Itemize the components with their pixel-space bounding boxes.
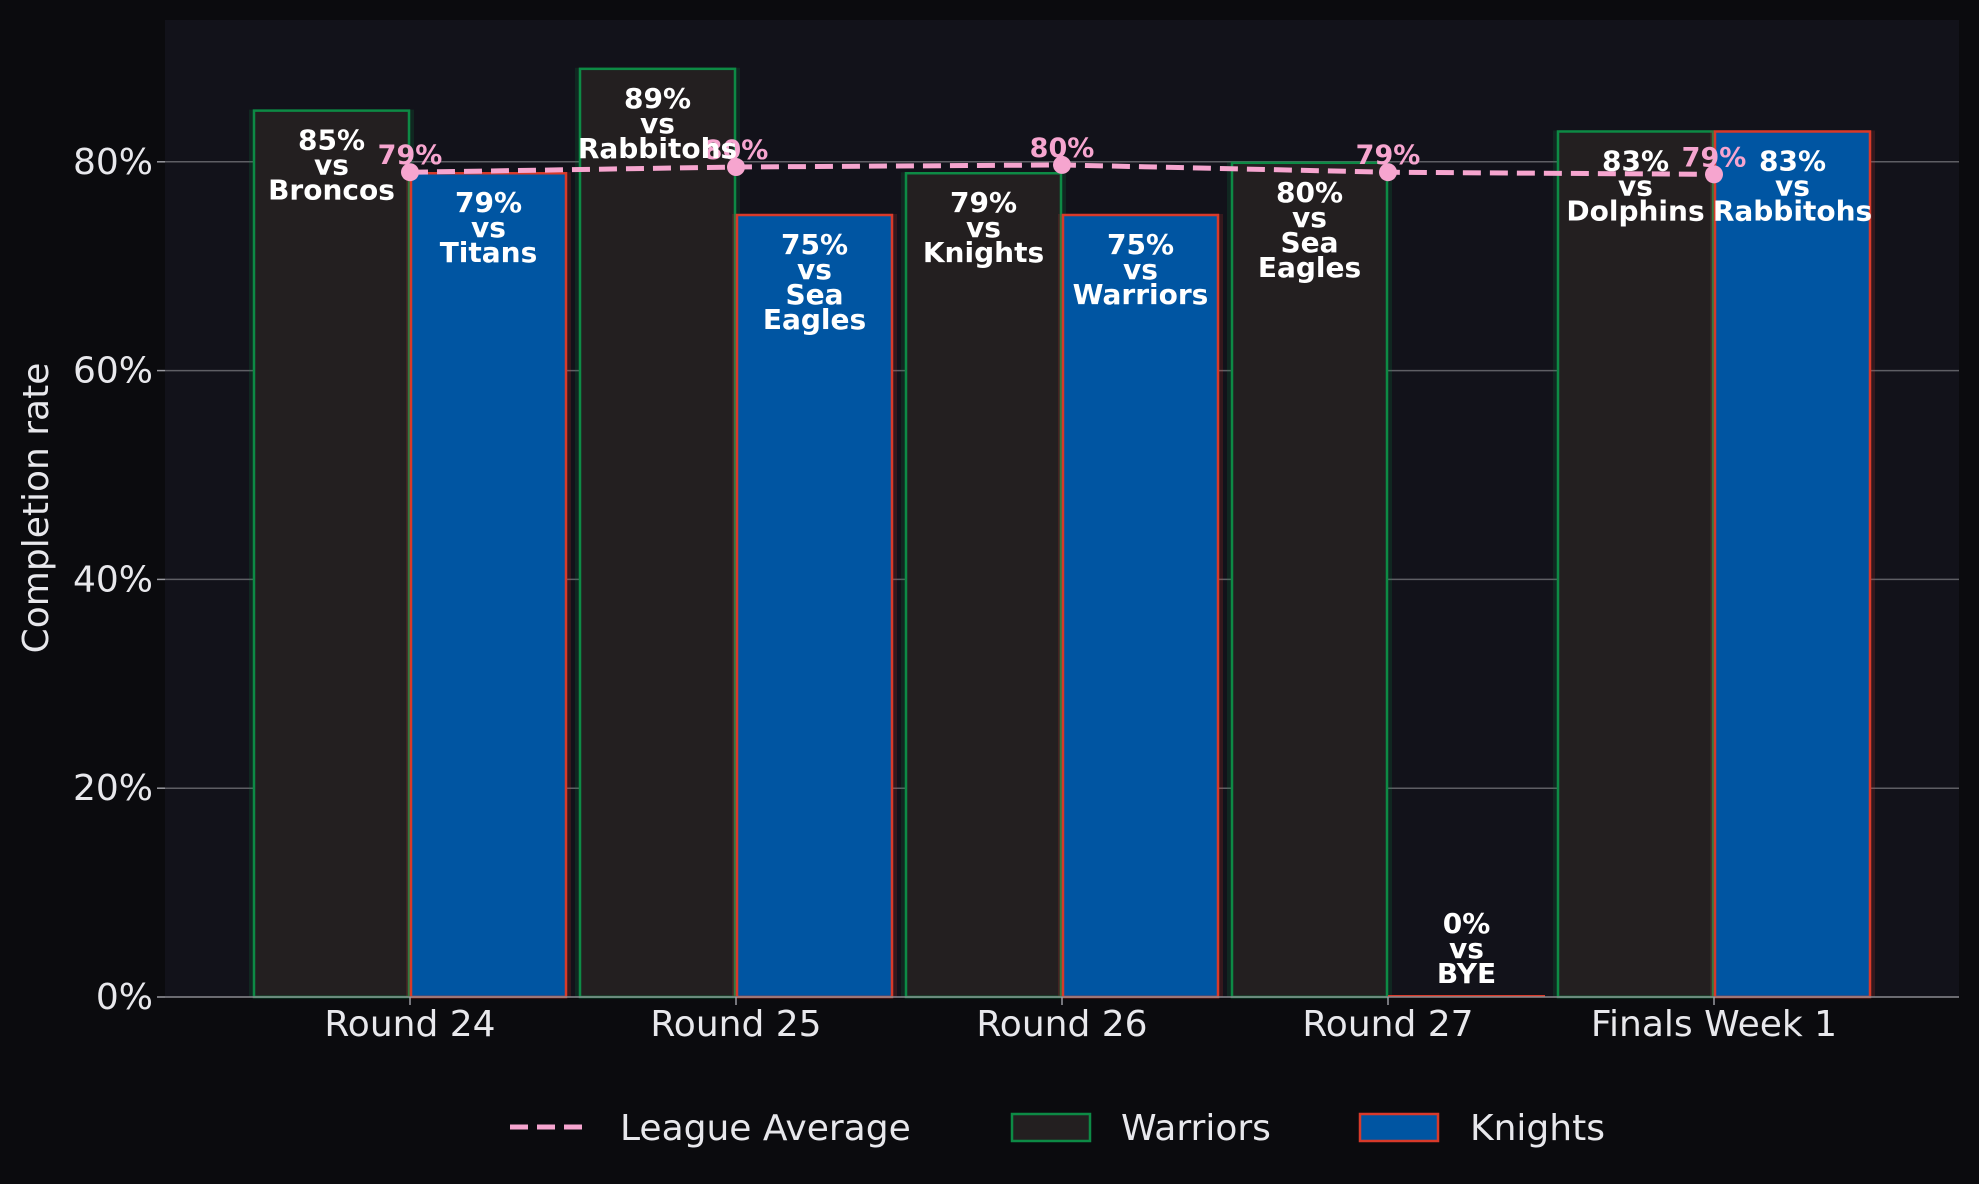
x-axis-ticks: Round 24 Round 25 Round 26 Round 27 Finals W… — [324, 997, 1837, 1045]
league-average-label: 79% — [378, 140, 443, 171]
bar-label-warriors: Knights — [923, 236, 1044, 269]
bar-label-knights: Warriors — [1073, 278, 1209, 311]
bar-warriors — [578, 67, 737, 999]
bar-label-warriors: 80% — [1276, 176, 1343, 209]
league-average-label: 79% — [1356, 140, 1421, 171]
bar-label-warriors: 83% — [1602, 144, 1669, 177]
y-axis-ticks: 0% 20% 40% 60% 80% — [73, 142, 165, 1018]
bar-knights — [735, 213, 894, 999]
bar-label-knights: Eagles — [763, 303, 866, 336]
y-tick-label: 40% — [73, 559, 153, 600]
bar-label-knights: Titans — [440, 236, 538, 269]
bar-label-warriors: 89% — [624, 82, 691, 115]
y-axis-label: Completion rate — [16, 363, 57, 654]
bar-label-knights: vs — [471, 211, 506, 244]
league-average-label: 80% — [704, 135, 769, 166]
bar-label-warriors: vs — [1292, 201, 1327, 234]
bar-label-warriors: vs — [1618, 169, 1653, 202]
bar-label-knights: 75% — [781, 228, 848, 261]
bar-label-warriors: 85% — [298, 124, 365, 157]
y-tick-label: 60% — [73, 351, 153, 392]
bar-labels: 85%vsBroncos89%vsRabbitohs79%vsKnights80… — [268, 82, 1872, 990]
y-tick-label: 0% — [96, 977, 153, 1018]
bar-label-warriors: 79% — [950, 186, 1017, 219]
bar-label-warriors: Broncos — [268, 174, 395, 207]
league-average-point — [1379, 163, 1397, 182]
league-average-point — [401, 163, 419, 182]
bar-label-knights: Sea — [785, 278, 843, 311]
bar-label-warriors: vs — [314, 149, 349, 182]
bar-knights — [1713, 130, 1872, 999]
y-tick-label: 20% — [73, 768, 153, 809]
bar-knights — [1061, 213, 1220, 999]
bar-label-knights: BYE — [1437, 957, 1496, 990]
bar-label-knights: 75% — [1107, 228, 1174, 261]
legend-label-league-average: League Average — [620, 1108, 911, 1149]
legend-swatch-knights — [1358, 1112, 1440, 1143]
x-tick-label: Round 27 — [1302, 1004, 1473, 1045]
league-average-point — [727, 158, 745, 177]
bar-label-knights: vs — [1775, 169, 1810, 202]
bar-label-knights: 0% — [1443, 907, 1491, 940]
x-tick-label: Finals Week 1 — [1591, 1004, 1837, 1045]
legend-swatch-warriors — [1010, 1112, 1092, 1143]
league-average-label: 79% — [1682, 142, 1747, 173]
legend-label-warriors: Warriors — [1121, 1108, 1271, 1149]
y-tick-label: 80% — [73, 142, 153, 183]
legend-label-knights: Knights — [1470, 1108, 1605, 1149]
bar-knights — [409, 171, 568, 999]
x-tick-label: Round 26 — [976, 1004, 1147, 1045]
bar-warriors — [252, 109, 411, 999]
bar-label-knights: vs — [1449, 932, 1484, 965]
league-average-line: 79% 80% 80% 79% 79% — [378, 133, 1747, 184]
bar-label-warriors: Sea — [1280, 226, 1338, 259]
bar-warriors — [1230, 161, 1389, 999]
bar-label-knights: 79% — [455, 186, 522, 219]
bar-warriors — [904, 171, 1063, 999]
bar-label-warriors: vs — [966, 211, 1001, 244]
bar-label-warriors: Dolphins — [1566, 194, 1704, 227]
bar-label-warriors: Rabbitohs — [578, 132, 737, 165]
bar-warriors — [1556, 130, 1715, 999]
bar-label-knights: vs — [797, 253, 832, 286]
league-average-label: 80% — [1030, 133, 1095, 164]
bar-label-warriors: vs — [640, 107, 675, 140]
bar-label-warriors: Eagles — [1258, 251, 1361, 284]
bars — [249, 67, 1875, 999]
bar-label-knights: 83% — [1759, 144, 1826, 177]
bar-label-knights: Rabbitohs — [1713, 194, 1872, 227]
bar-label-knights: vs — [1123, 253, 1158, 286]
legend: League Average Warriors Knights — [510, 1108, 1605, 1149]
league-average-point — [1053, 155, 1071, 174]
league-average-point — [1705, 165, 1723, 184]
x-tick-label: Round 24 — [324, 1004, 495, 1045]
x-tick-label: Round 25 — [650, 1004, 821, 1045]
